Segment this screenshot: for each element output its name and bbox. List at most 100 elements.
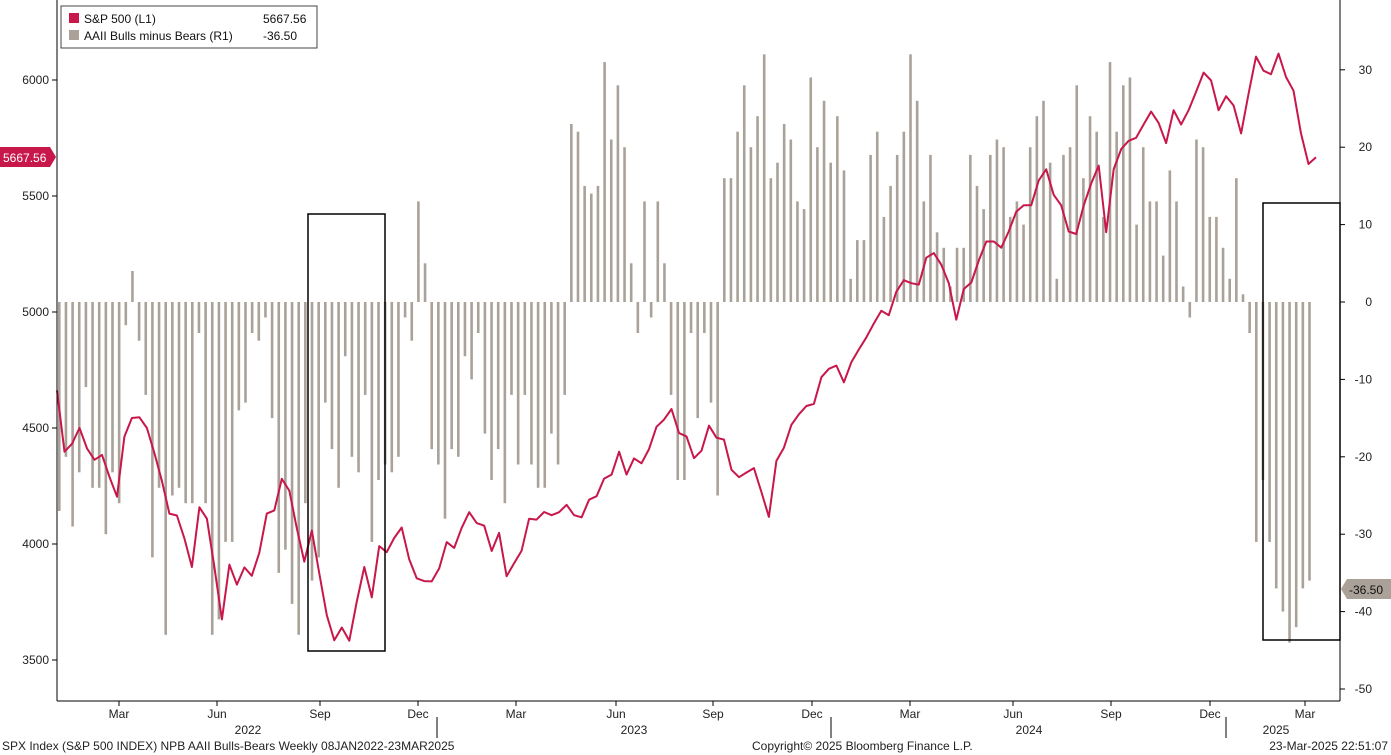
left-tick-label: 3500: [22, 653, 49, 667]
bulls-bears-bar: [536, 302, 540, 488]
bulls-bears-bar: [310, 302, 314, 581]
bulls-bears-bar: [131, 271, 134, 302]
sp500-last-value-tag: 5667.56: [0, 147, 56, 167]
bulls-bears-bar: [1141, 147, 1145, 302]
left-tick-label: 4000: [22, 537, 49, 551]
bulls-bears-bar: [1181, 286, 1185, 302]
bulls-bears-bar: [583, 185, 586, 302]
bulls-bears-bar: [1075, 85, 1079, 302]
bulls-bears-bar: [1108, 62, 1112, 302]
bulls-bears-bar: [503, 302, 507, 504]
bulls-bears-bar: [596, 185, 600, 302]
bulls-bears-bar: [343, 302, 347, 357]
bulls-bears-bar: [882, 216, 886, 302]
bulls-bears-bar: [490, 302, 493, 480]
bulls-bears-bar: [164, 302, 167, 635]
bulls-bears-bar: [1301, 302, 1305, 589]
bulls-bears-bar: [603, 62, 606, 302]
month-tick-label: Sep: [309, 707, 331, 721]
right-tick-label: -10: [1355, 372, 1373, 386]
bulls-bears-last-value: -36.50: [1349, 583, 1383, 597]
bulls-bears-bar: [437, 302, 440, 465]
year-label: 2023: [621, 723, 648, 737]
bulls-bears-bar: [377, 302, 380, 480]
bulls-bears-bar: [450, 302, 453, 450]
bulls-bears-bar: [629, 263, 633, 302]
right-tick-label: -20: [1355, 450, 1373, 464]
year-label: 2022: [235, 723, 262, 737]
bulls-bears-bar: [756, 116, 759, 302]
bulls-bears-bar: [157, 302, 161, 488]
bulls-bears-bar: [1215, 216, 1218, 302]
bulls-bears-bar: [656, 201, 660, 302]
bulls-bears-bar: [723, 178, 726, 302]
bulls-bears-bar: [270, 302, 274, 419]
right-tick-label: 20: [1359, 140, 1373, 154]
bulls-bears-bar: [403, 302, 407, 318]
bulls-bears-bar: [736, 131, 739, 302]
bulls-bears-bar: [796, 201, 799, 302]
bulls-bears-bar: [104, 302, 108, 535]
bulls-bears-bar: [623, 147, 626, 302]
bulls-bears-bar: [483, 302, 487, 434]
bulls-bears-bar: [470, 302, 473, 380]
bulls-bears-bar: [516, 302, 520, 465]
bulls-bears-bar: [969, 154, 972, 302]
bulls-bears-bar: [1188, 302, 1192, 318]
bulls-bears-bar: [663, 263, 666, 302]
bulls-bears-bar: [1055, 278, 1059, 302]
bulls-bears-bar: [191, 302, 194, 504]
bulls-bears-bar: [1241, 294, 1245, 302]
year-label: 2024: [1016, 723, 1043, 737]
bulls-bears-bar: [683, 302, 686, 480]
bulls-bears-bar: [1208, 216, 1212, 302]
month-tick-label: Mar: [506, 707, 527, 721]
bulls-bears-bar: [250, 302, 254, 333]
bulls-bears-bar: [576, 131, 580, 302]
bulls-bears-bar: [1028, 147, 1032, 302]
bulls-bears-bar: [417, 201, 420, 302]
bulls-bears-bar: [570, 124, 573, 302]
left-tick-label: 5000: [22, 305, 49, 319]
bulls-bears-bar: [244, 302, 247, 403]
bulls-bears-bar: [1268, 302, 1271, 542]
bulls-bears-bar: [1294, 302, 1298, 628]
bulls-bears-bar: [1082, 178, 1085, 302]
bulls-bears-bar: [350, 302, 354, 457]
bulls-bears-bar: [636, 302, 640, 333]
bulls-bears-bar: [742, 85, 746, 302]
bulls-bears-bar: [1122, 85, 1125, 302]
bulls-bears-bar: [197, 302, 201, 333]
bulls-bears-bar: [556, 302, 560, 465]
bulls-bears-bar: [902, 131, 906, 302]
bulls-bears-bar: [1274, 302, 1278, 589]
bulls-bears-bar: [224, 302, 227, 542]
footer-copyright: Copyright© 2025 Bloomberg Finance L.P.: [752, 739, 973, 753]
bulls-bears-bar: [822, 100, 826, 302]
bulls-bears-bar: [676, 302, 680, 480]
bulls-bears-bar: [1148, 201, 1152, 302]
bulls-bears-bar: [929, 154, 932, 302]
right-tick-label: 0: [1365, 295, 1372, 309]
bulls-bears-bar: [829, 162, 832, 302]
left-tick-label: 6000: [22, 73, 49, 87]
right-tick-label: 10: [1359, 218, 1373, 232]
bulls-bears-bar: [337, 302, 340, 488]
bulls-bears-bar: [802, 209, 806, 302]
bulls-bears-bar: [809, 77, 813, 302]
bulls-bears-bar: [1035, 116, 1039, 302]
bulls-bears-bar: [869, 154, 872, 302]
bulls-bears-bar: [510, 302, 513, 395]
bulls-bears-bar: [77, 302, 81, 473]
legend-label-sp500: S&P 500 (L1): [84, 12, 156, 26]
bulls-bears-bar: [729, 178, 733, 302]
bulls-bears-bar: [762, 54, 766, 302]
bulls-bears-bar: [1088, 116, 1092, 302]
bulls-bears-bar: [423, 263, 427, 302]
legend-value-sp500: 5667.56: [263, 12, 307, 26]
sp500-last-value: 5667.56: [3, 151, 47, 165]
bulls-bears-bar: [264, 302, 267, 318]
bulls-bears-bar: [643, 201, 646, 302]
